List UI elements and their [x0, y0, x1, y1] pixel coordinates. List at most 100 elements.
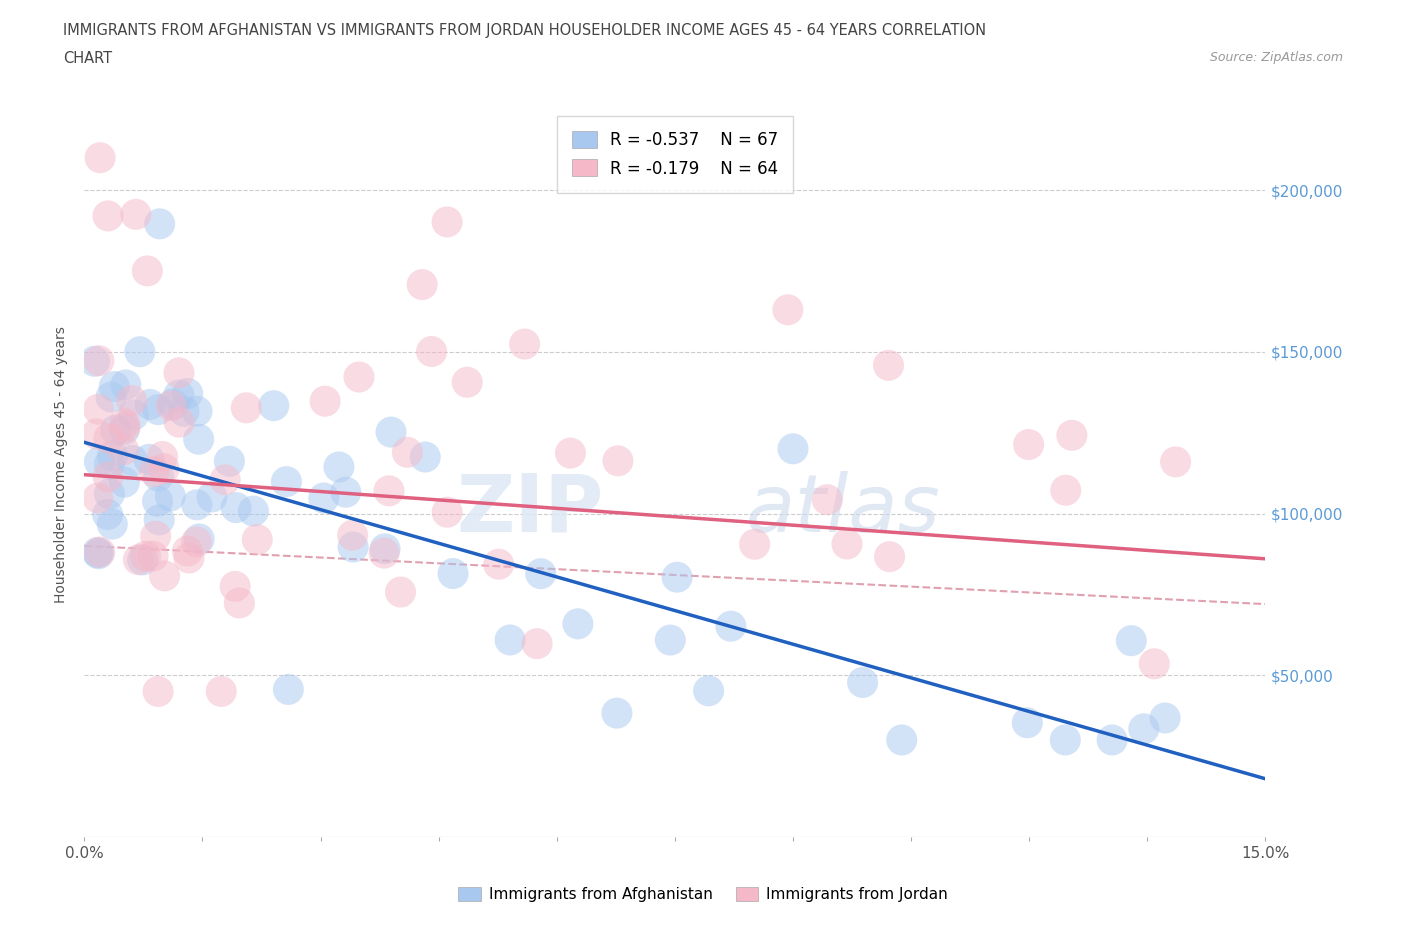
Point — [1054, 733, 1077, 748]
Point — [1054, 483, 1077, 498]
Point — [138, 452, 160, 467]
Point — [98, 457, 121, 472]
Point — [411, 277, 433, 292]
Point — [153, 568, 176, 583]
Point — [162, 396, 184, 411]
Legend: R = -0.537    N = 67, R = -0.179    N = 64: R = -0.537 N = 67, R = -0.179 N = 64 — [557, 116, 793, 193]
Point — [125, 206, 148, 221]
Point — [114, 378, 136, 392]
Point — [148, 512, 170, 527]
Point — [86, 427, 108, 442]
Point — [97, 208, 120, 223]
Point — [441, 566, 464, 581]
Point — [97, 507, 120, 522]
Point — [744, 537, 766, 551]
Point — [186, 535, 208, 550]
Text: CHART: CHART — [63, 51, 112, 66]
Point — [177, 551, 200, 565]
Point — [1143, 657, 1166, 671]
Point — [100, 390, 122, 405]
Point — [139, 397, 162, 412]
Legend: Immigrants from Afghanistan, Immigrants from Jordan: Immigrants from Afghanistan, Immigrants … — [453, 881, 953, 909]
Point — [112, 422, 135, 437]
Point — [499, 632, 522, 647]
Point — [167, 415, 190, 430]
Point — [121, 453, 143, 468]
Point — [89, 545, 111, 560]
Point — [89, 151, 111, 166]
Point — [242, 504, 264, 519]
Point — [176, 544, 198, 559]
Point — [436, 505, 458, 520]
Point — [276, 474, 298, 489]
Point — [277, 682, 299, 697]
Point — [97, 431, 120, 445]
Point — [877, 358, 900, 373]
Point — [666, 570, 689, 585]
Point — [225, 500, 247, 515]
Point — [835, 537, 858, 551]
Point — [1017, 715, 1039, 730]
Point — [1101, 733, 1123, 748]
Point — [149, 217, 172, 232]
Point — [456, 375, 478, 390]
Point — [697, 684, 720, 698]
Point — [235, 401, 257, 416]
Point — [530, 566, 553, 581]
Point — [312, 491, 335, 506]
Point — [146, 684, 169, 698]
Point — [335, 485, 357, 499]
Point — [246, 532, 269, 547]
Point — [607, 454, 630, 469]
Point — [97, 470, 120, 485]
Point — [167, 365, 190, 380]
Point — [209, 684, 232, 698]
Point — [101, 448, 124, 463]
Point — [420, 344, 443, 359]
Point — [87, 546, 110, 561]
Point — [1133, 722, 1156, 737]
Point — [114, 474, 136, 489]
Point — [378, 484, 401, 498]
Point — [142, 549, 165, 564]
Point — [1121, 633, 1143, 648]
Text: ZIP: ZIP — [457, 471, 605, 549]
Point — [114, 416, 136, 431]
Text: atlas: atlas — [745, 471, 941, 549]
Point — [373, 546, 395, 561]
Point — [104, 423, 127, 438]
Point — [112, 443, 135, 458]
Point — [188, 532, 211, 547]
Point — [98, 486, 121, 501]
Point — [187, 432, 209, 446]
Point — [720, 618, 742, 633]
Point — [153, 461, 176, 476]
Point — [314, 393, 336, 408]
Point — [148, 469, 170, 484]
Point — [436, 215, 458, 230]
Point — [526, 636, 548, 651]
Text: Source: ZipAtlas.com: Source: ZipAtlas.com — [1209, 51, 1343, 64]
Point — [879, 550, 901, 565]
Point — [131, 552, 153, 567]
Point — [815, 492, 838, 507]
Point — [488, 557, 510, 572]
Point — [1060, 428, 1083, 443]
Point — [87, 353, 110, 368]
Point — [776, 302, 799, 317]
Text: IMMIGRANTS FROM AFGHANISTAN VS IMMIGRANTS FROM JORDAN HOUSEHOLDER INCOME AGES 45: IMMIGRANTS FROM AFGHANISTAN VS IMMIGRANT… — [63, 23, 987, 38]
Point — [218, 454, 240, 469]
Point — [145, 529, 167, 544]
Point — [347, 369, 370, 384]
Point — [87, 402, 110, 417]
Point — [152, 449, 174, 464]
Point — [201, 489, 224, 504]
Point — [186, 404, 208, 418]
Point — [128, 344, 150, 359]
Point — [101, 517, 124, 532]
Point — [228, 595, 250, 610]
Point — [374, 541, 396, 556]
Point — [167, 388, 190, 403]
Point — [342, 527, 364, 542]
Point — [389, 585, 412, 600]
